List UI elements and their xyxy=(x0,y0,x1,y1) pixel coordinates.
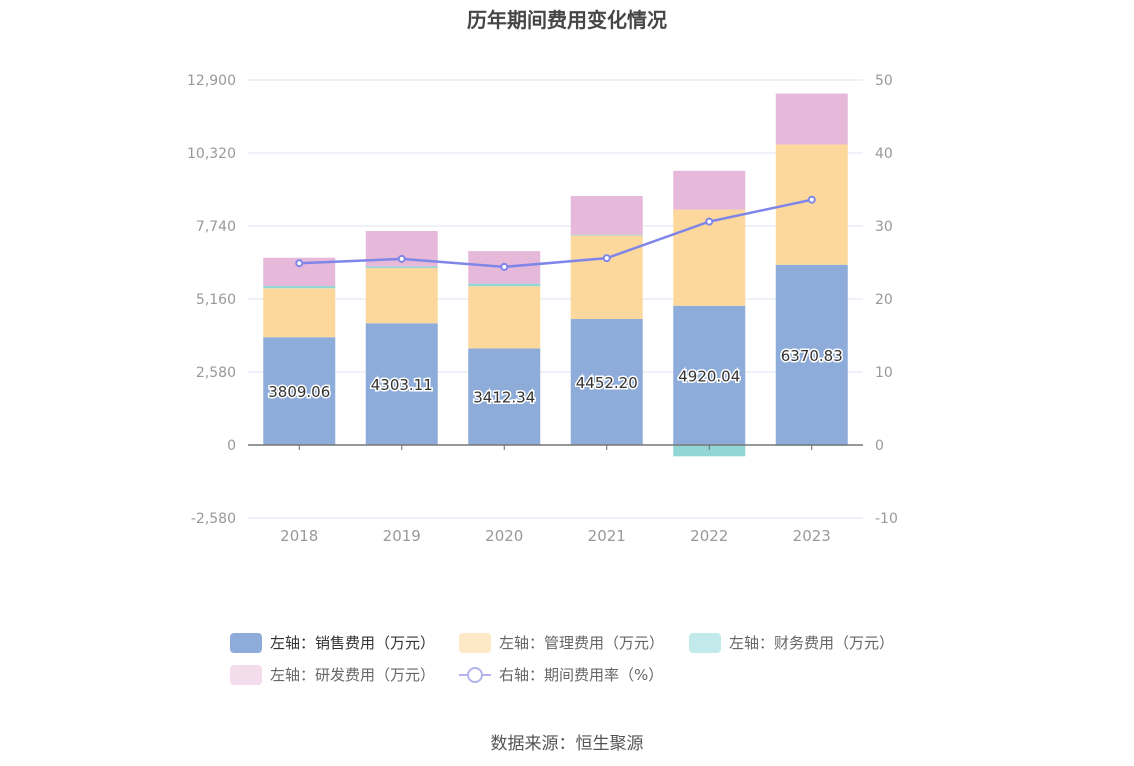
left-tick-label: 0 xyxy=(227,438,236,454)
right-tick-label: 40 xyxy=(875,146,893,162)
data-label-sales: 3809.06 xyxy=(268,383,330,401)
legend-label-finance: 左轴：财务费用（万元） xyxy=(729,634,895,652)
rate-point-2018 xyxy=(295,259,304,268)
right-tick-label: 30 xyxy=(875,219,893,235)
right-tick-label: 50 xyxy=(875,73,893,89)
chart-canvas: 12,900 10,320 7,740 5,160 2,580 0 -2,580 50 40 30… xyxy=(187,73,898,545)
right-tick-label: 10 xyxy=(875,365,893,381)
left-tick-label: 10,320 xyxy=(187,146,236,162)
left-tick-label: -2,580 xyxy=(191,511,236,527)
bar-1-2020 xyxy=(468,348,541,445)
legend-label-admin: 左轴：管理费用（万元） xyxy=(499,634,665,652)
legend-item-rnd[interactable]: 左轴：研发费用（万元） xyxy=(230,664,435,685)
legend-item-admin[interactable]: 左轴：管理费用（万元） xyxy=(459,632,664,653)
x-tick-label: 2022 xyxy=(690,527,728,545)
data-label-sales: 4452.20 xyxy=(576,374,638,392)
left-tick-label: 2,580 xyxy=(196,365,236,381)
rate-point-2023 xyxy=(807,195,816,204)
bar-2-2020 xyxy=(468,286,541,349)
bar-3-2020 xyxy=(468,283,541,287)
data-label-sales: 6370.83 xyxy=(781,347,843,365)
legend-swatch-rnd xyxy=(230,664,262,685)
left-tick-label: 7,740 xyxy=(196,219,236,235)
bar-1-2022 xyxy=(673,305,746,445)
right-tick-label: -10 xyxy=(875,511,898,527)
bar-4-2023 xyxy=(775,93,848,145)
bar-2-2019 xyxy=(365,268,438,324)
left-tick-label: 12,900 xyxy=(187,73,236,89)
rate-point-2020 xyxy=(500,262,509,271)
legend-label-sales: 左轴：销售费用（万元） xyxy=(270,634,436,652)
bar-2-2018 xyxy=(263,288,336,338)
legend-item-rate[interactable]: 右轴：期间费用率（%） xyxy=(459,664,663,685)
data-label-sales: 3412.34 xyxy=(473,389,535,407)
data-label-sales: 4303.11 xyxy=(371,376,433,394)
data-label-sales: 4920.04 xyxy=(678,367,740,385)
source-note: 数据来源：恒生聚源 xyxy=(490,734,644,754)
rate-point-2021 xyxy=(602,254,611,263)
legend-swatch-sales xyxy=(230,632,262,653)
legend-swatch-finance xyxy=(689,632,721,653)
right-tick-label: 20 xyxy=(875,292,893,308)
legend-item-sales[interactable]: 左轴：销售费用（万元） xyxy=(230,632,435,653)
bar-1-2019 xyxy=(365,323,438,445)
left-tick-label: 5,160 xyxy=(196,292,236,308)
bar-4-2021 xyxy=(570,195,643,235)
rate-line xyxy=(299,198,813,269)
bar-4-2022 xyxy=(673,170,746,210)
legend-label-rate: 右轴：期间费用率（%） xyxy=(499,666,664,684)
bar-1-2018 xyxy=(263,337,336,445)
bar-1-2021 xyxy=(570,319,643,445)
right-tick-label: 0 xyxy=(875,438,884,454)
chart-title: 历年期间费用变化情况 xyxy=(467,8,667,32)
x-tick-label: 2023 xyxy=(793,527,831,545)
x-tick-label: 2021 xyxy=(588,527,626,545)
bar-1-2023 xyxy=(775,264,848,445)
rate-point-2019 xyxy=(397,254,406,263)
x-tick-label: 2018 xyxy=(280,527,318,545)
legend-swatch-rate-icon xyxy=(459,665,491,685)
x-tick-label: 2020 xyxy=(485,527,523,545)
legend-item-finance[interactable]: 左轴：财务费用（万元） xyxy=(689,632,894,653)
bar-3-2022 xyxy=(673,445,746,457)
bar-3-2019 xyxy=(365,266,438,269)
bar-3-2021 xyxy=(570,234,643,236)
bar-3-2018 xyxy=(263,286,336,289)
x-tick-label: 2019 xyxy=(383,527,421,545)
legend-swatch-admin xyxy=(459,632,491,653)
legend-label-rnd: 左轴：研发费用（万元） xyxy=(270,666,436,684)
rate-point-2022 xyxy=(705,217,714,226)
bar-2-2022 xyxy=(673,209,746,306)
